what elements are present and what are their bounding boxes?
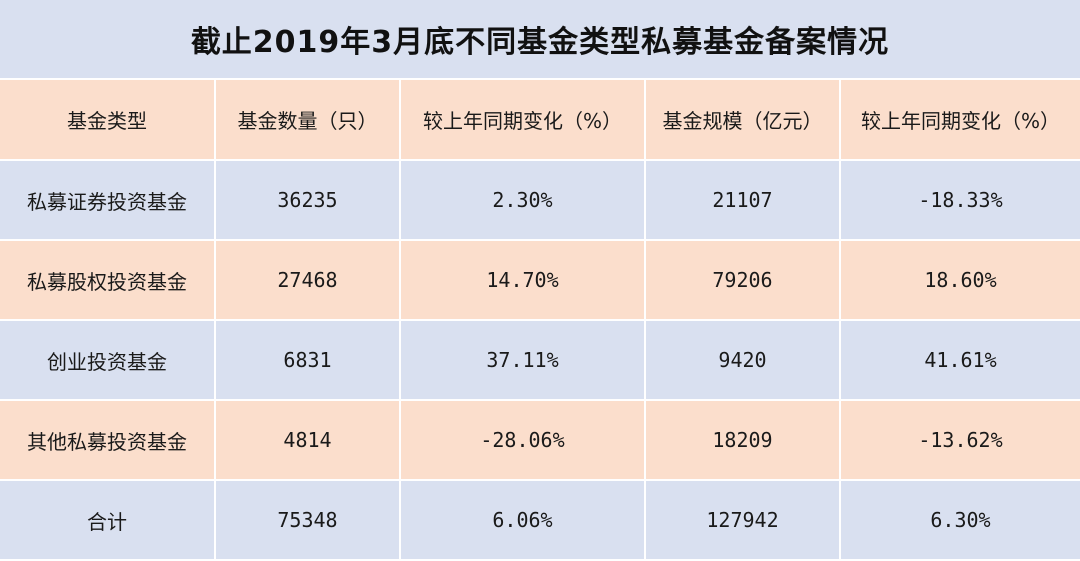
cell-total-scale: 127942 bbox=[644, 480, 840, 561]
cell-fund-count: 36235 bbox=[214, 160, 400, 241]
cell-fund-scale: 18209 bbox=[644, 400, 840, 481]
table-title: 截止2019年3月底不同基金类型私募基金备案情况 bbox=[190, 25, 890, 60]
cell-fund-scale: 9420 bbox=[644, 320, 840, 401]
cell-total-count: 75348 bbox=[214, 480, 400, 561]
cell-fund-type: 私募股权投资基金 bbox=[0, 240, 215, 321]
header-scale-change: 较上年同期变化（%） bbox=[839, 80, 1080, 161]
cell-count-change: 37.11% bbox=[399, 320, 645, 401]
cell-fund-scale: 79206 bbox=[644, 240, 840, 321]
header-fund-type: 基金类型 bbox=[0, 80, 215, 161]
cell-count-change: -28.06% bbox=[399, 400, 645, 481]
cell-scale-change: 18.60% bbox=[839, 240, 1080, 321]
table-row: 创业投资基金 6831 37.11% 9420 41.61% bbox=[0, 320, 1080, 401]
cell-fund-scale: 21107 bbox=[644, 160, 840, 241]
cell-fund-count: 27468 bbox=[214, 240, 400, 321]
cell-count-change: 14.70% bbox=[399, 240, 645, 321]
table-row: 私募股权投资基金 27468 14.70% 79206 18.60% bbox=[0, 240, 1080, 321]
header-fund-count: 基金数量（只） bbox=[214, 80, 400, 161]
cell-fund-count: 4814 bbox=[214, 400, 400, 481]
header-count-change: 较上年同期变化（%） bbox=[399, 80, 645, 161]
cell-fund-type: 创业投资基金 bbox=[0, 320, 215, 401]
cell-total-scale-change: 6.30% bbox=[839, 480, 1080, 561]
cell-scale-change: 41.61% bbox=[839, 320, 1080, 401]
total-row: 合计 75348 6.06% 127942 6.30% bbox=[0, 480, 1080, 561]
cell-fund-type: 其他私募投资基金 bbox=[0, 400, 215, 481]
table-title-row: 截止2019年3月底不同基金类型私募基金备案情况 bbox=[0, 0, 1080, 80]
header-fund-scale: 基金规模（亿元） bbox=[644, 80, 840, 161]
cell-total-label: 合计 bbox=[0, 480, 215, 561]
cell-fund-count: 6831 bbox=[214, 320, 400, 401]
table-row: 私募证券投资基金 36235 2.30% 21107 -18.33% bbox=[0, 160, 1080, 241]
cell-total-count-change: 6.06% bbox=[399, 480, 645, 561]
fund-table: 基金类型 基金数量（只） 较上年同期变化（%） 基金规模（亿元） 较上年同期变化… bbox=[0, 80, 1080, 561]
table-row: 其他私募投资基金 4814 -28.06% 18209 -13.62% bbox=[0, 400, 1080, 481]
header-row: 基金类型 基金数量（只） 较上年同期变化（%） 基金规模（亿元） 较上年同期变化… bbox=[0, 80, 1080, 161]
cell-count-change: 2.30% bbox=[399, 160, 645, 241]
cell-scale-change: -13.62% bbox=[839, 400, 1080, 481]
cell-fund-type: 私募证券投资基金 bbox=[0, 160, 215, 241]
cell-scale-change: -18.33% bbox=[839, 160, 1080, 241]
